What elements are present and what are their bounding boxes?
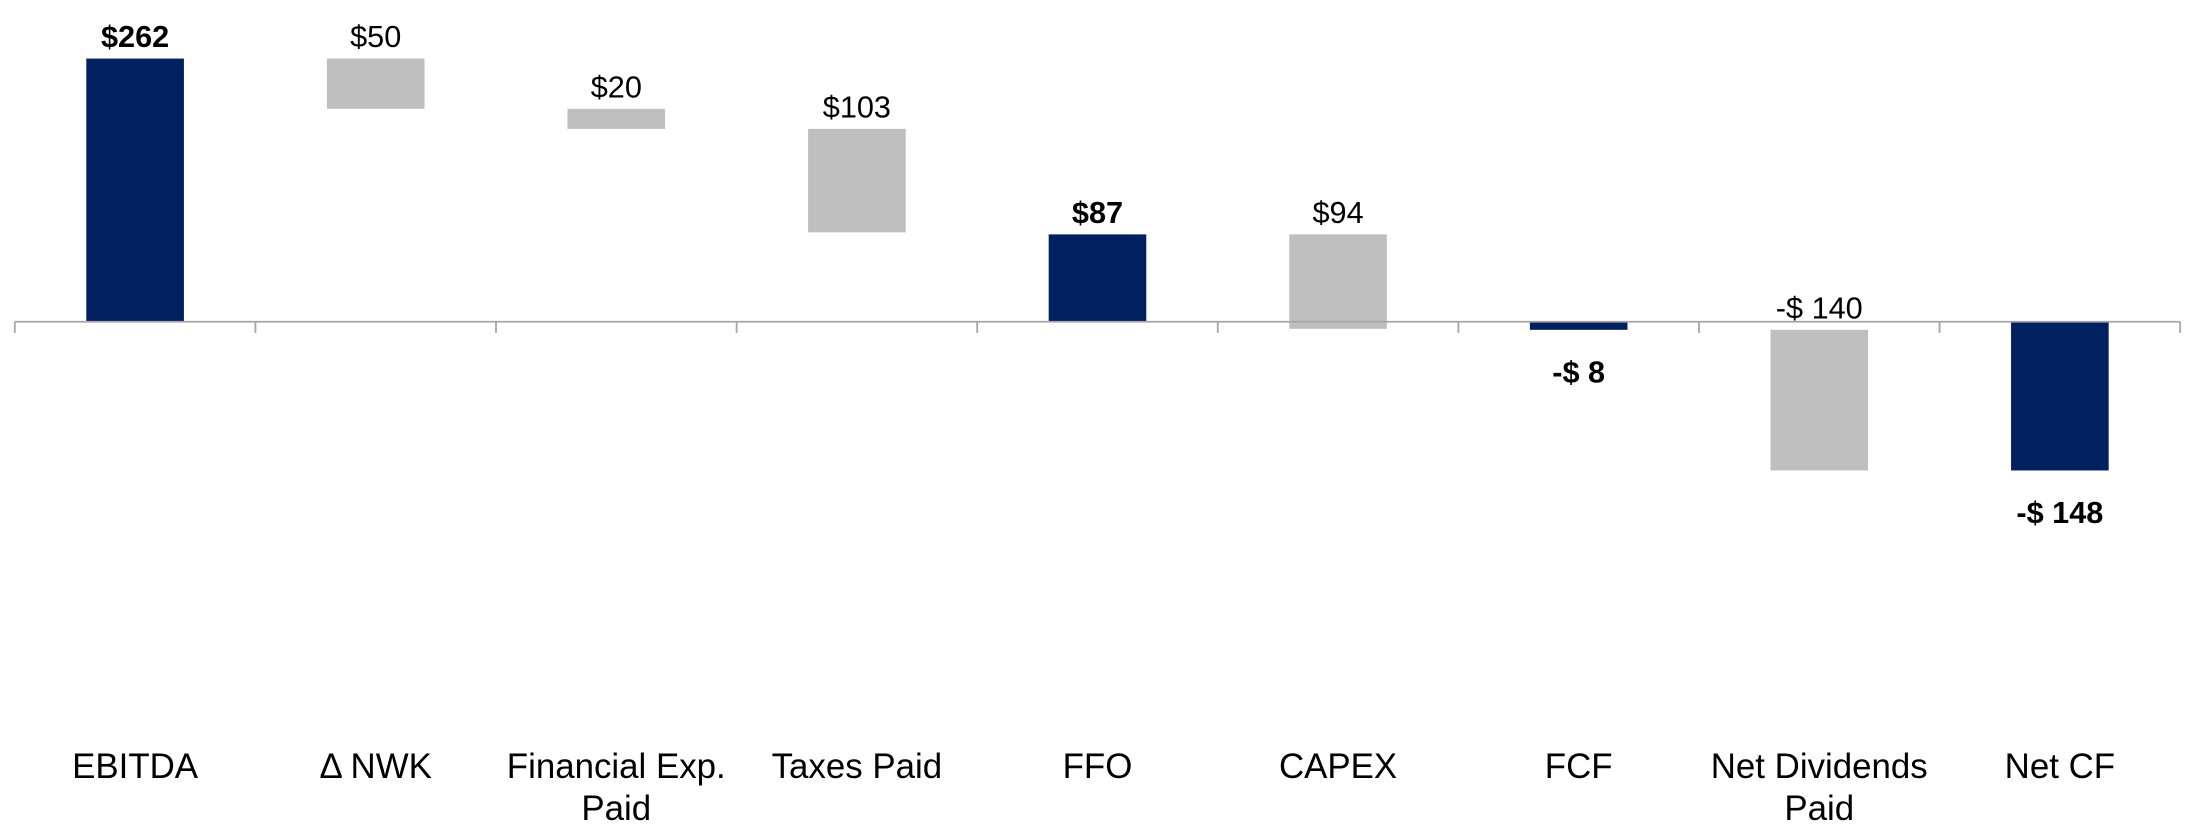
bar bbox=[326, 58, 425, 109]
x-label-box: CAPEX bbox=[1278, 747, 1398, 787]
data-label: $94 bbox=[1313, 196, 1364, 230]
x-tick-label: EBITDA bbox=[72, 747, 199, 787]
x-tick-label: Δ NWK bbox=[319, 747, 432, 787]
data-label: -$ 8 bbox=[1552, 356, 1605, 390]
bar bbox=[1770, 329, 1869, 471]
bar bbox=[1048, 234, 1147, 322]
bar bbox=[86, 58, 184, 322]
data-label: $103 bbox=[823, 90, 891, 124]
bar bbox=[1529, 321, 1628, 330]
x-tick-label: FCF bbox=[1544, 747, 1613, 787]
x-tick-label: Net Dividends Paid bbox=[1710, 747, 1928, 829]
bar bbox=[808, 128, 906, 233]
x-label-box: Net Dividends Paid bbox=[1710, 747, 1928, 829]
x-tick-label: Financial Exp. Paid bbox=[506, 747, 726, 829]
x-label-box: EBITDA bbox=[72, 747, 199, 787]
data-label: $87 bbox=[1072, 196, 1123, 230]
data-label: -$ 140 bbox=[1776, 291, 1863, 325]
x-label-box: Taxes Paid bbox=[771, 747, 943, 787]
x-label-box: FCF bbox=[1544, 747, 1613, 787]
data-label: -$ 148 bbox=[2016, 496, 2103, 530]
x-label-box: Net CF bbox=[2004, 747, 2116, 787]
x-label-box: Financial Exp. Paid bbox=[506, 747, 726, 829]
x-tick-label: Taxes Paid bbox=[771, 747, 943, 787]
x-tick-label: FFO bbox=[1062, 747, 1133, 787]
data-label: $20 bbox=[591, 70, 642, 104]
data-label: $50 bbox=[350, 20, 401, 54]
bar bbox=[1289, 234, 1387, 329]
data-label: $262 bbox=[101, 20, 169, 54]
x-tick-label: CAPEX bbox=[1278, 747, 1398, 787]
bar bbox=[567, 108, 666, 129]
x-label-box: Δ NWK bbox=[319, 747, 432, 787]
x-tick-label: Net CF bbox=[2004, 747, 2116, 787]
bar bbox=[2011, 321, 2109, 471]
x-label-box: FFO bbox=[1062, 747, 1133, 787]
